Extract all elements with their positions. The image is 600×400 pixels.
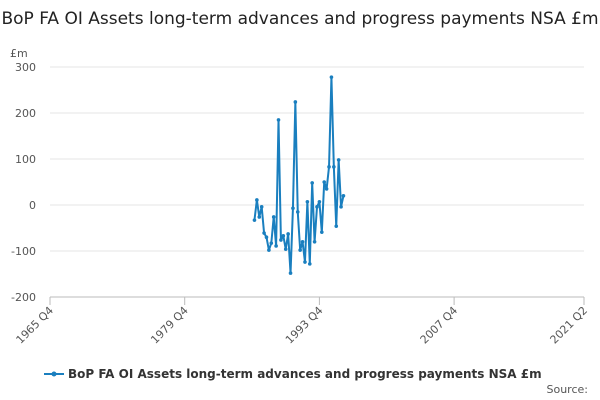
data-point <box>305 199 310 204</box>
data-point <box>276 118 281 122</box>
data-point <box>310 181 314 185</box>
data-point <box>252 218 257 222</box>
x-tick-label: 1979 Q4 <box>148 304 191 347</box>
legend-label: BoP FA OI Assets long-term advances and … <box>68 367 542 381</box>
data-point <box>255 198 259 202</box>
data-point <box>300 240 305 244</box>
data-point <box>336 158 341 162</box>
y-tick-label: 200 <box>15 107 36 120</box>
data-point <box>286 232 290 236</box>
data-point <box>339 205 343 209</box>
y-axis-label: £m <box>10 47 28 60</box>
data-point <box>264 235 269 239</box>
data-point <box>298 248 302 252</box>
data-point <box>291 206 295 211</box>
data-point <box>293 100 298 104</box>
data-point <box>281 234 286 238</box>
data-point <box>332 165 336 169</box>
data-point <box>279 238 283 242</box>
data-point <box>341 194 346 198</box>
data-point <box>262 231 266 235</box>
data-point <box>274 244 278 248</box>
data-point <box>334 224 339 228</box>
y-tick-label: 100 <box>15 153 36 166</box>
data-point <box>315 205 319 209</box>
legend-marker <box>51 371 57 377</box>
data-point <box>307 262 312 266</box>
source: Source: <box>547 383 589 396</box>
data-point <box>329 75 334 79</box>
y-tick-label: 0 <box>29 199 36 212</box>
data-point <box>324 187 329 191</box>
data-point <box>283 247 288 251</box>
data-point <box>317 199 322 204</box>
data-point <box>288 271 293 275</box>
data-point <box>257 215 262 219</box>
data-point <box>259 205 264 209</box>
x-tick-label: 1993 Q4 <box>283 304 326 347</box>
y-tick-label: -100 <box>11 245 36 258</box>
data-point <box>312 240 317 244</box>
x-tick-label: 2021 Q2 <box>548 304 591 347</box>
data-point <box>303 260 307 264</box>
data-point <box>327 165 331 169</box>
data-point <box>295 210 300 214</box>
chart-title: BoP FA OI Assets long-term advances and … <box>1 9 598 29</box>
data-point <box>267 248 271 252</box>
data-point <box>271 215 276 219</box>
y-tick-label: -200 <box>11 291 36 304</box>
series-line <box>253 76 345 275</box>
x-tick-label: 2007 Q4 <box>418 304 461 347</box>
data-point <box>322 180 327 184</box>
data-point <box>320 230 324 234</box>
data-point <box>269 241 274 245</box>
y-tick-label: 300 <box>15 61 36 74</box>
x-tick-label: 1965 Q4 <box>14 304 57 347</box>
